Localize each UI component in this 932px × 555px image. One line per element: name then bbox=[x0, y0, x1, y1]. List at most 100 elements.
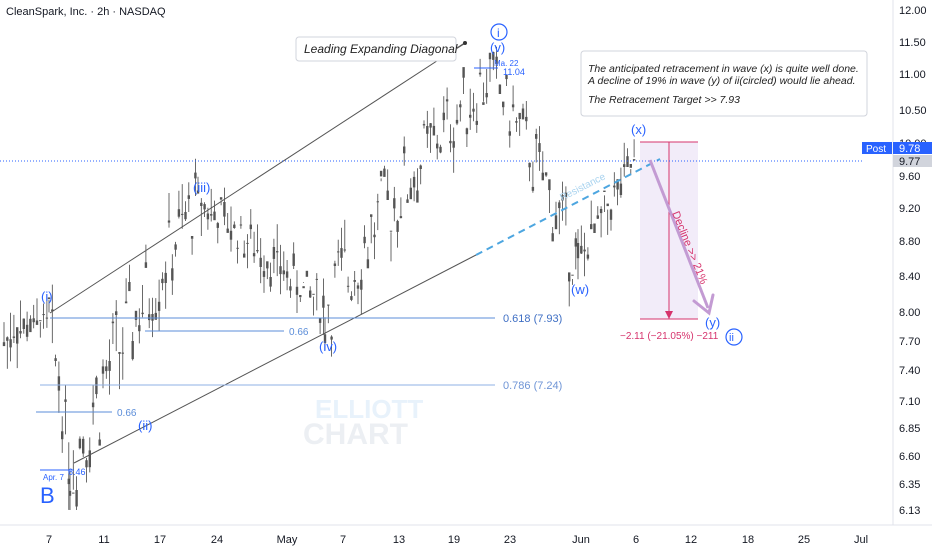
short-level-2-label: 0.66 bbox=[117, 408, 137, 419]
symbol-header[interactable]: CleanSpark, Inc. · 2h · NASDAQ bbox=[6, 6, 166, 18]
time-axis[interactable]: 7 11 17 24 May 7 13 19 23 Jun 6 12 18 25 Jul bbox=[46, 534, 868, 546]
candle-body bbox=[535, 134, 538, 139]
price-tick-label: 8.00 bbox=[899, 307, 920, 319]
candle-body bbox=[101, 366, 105, 374]
candle-body bbox=[111, 321, 115, 324]
wave-y-label: (y) bbox=[705, 315, 720, 330]
candle-body bbox=[376, 201, 379, 203]
candle-body bbox=[302, 286, 305, 289]
fib-0786-label: 0.786 (7.24) bbox=[503, 380, 562, 392]
candle-body bbox=[187, 195, 190, 199]
candle-body bbox=[249, 224, 252, 230]
candle-body bbox=[525, 116, 528, 122]
candle-body bbox=[285, 271, 289, 278]
wave-i-circled-label: i bbox=[497, 26, 500, 40]
candle-body bbox=[393, 198, 396, 209]
candle-body bbox=[32, 318, 35, 323]
note-box[interactable] bbox=[580, 50, 868, 117]
candle-body bbox=[289, 286, 292, 291]
candle-body bbox=[82, 438, 85, 454]
diagonal-upper-line bbox=[49, 41, 467, 314]
price-axis[interactable]: 12.0011.5011.0010.5010.009.609.208.808.4… bbox=[899, 5, 927, 517]
candle-body bbox=[518, 112, 521, 119]
candle-body bbox=[554, 215, 558, 230]
candle-body bbox=[445, 99, 449, 102]
low-price-label: 6.46 bbox=[68, 467, 86, 477]
price-tick-label: 6.60 bbox=[899, 451, 920, 463]
candle-body bbox=[200, 202, 203, 206]
candle-body bbox=[363, 236, 366, 244]
candle-body bbox=[229, 230, 233, 240]
candle-body bbox=[586, 254, 590, 259]
price-tick-label: 12.00 bbox=[899, 5, 927, 17]
price-tick-label: 9.20 bbox=[899, 203, 920, 215]
projection-arrow-head bbox=[692, 293, 715, 316]
fib-0618-label: 0.618 (7.93) bbox=[503, 313, 562, 325]
candle-body bbox=[61, 431, 64, 440]
time-tick-label: 18 bbox=[742, 534, 754, 546]
time-tick-label: 12 bbox=[685, 534, 697, 546]
projection-arrow-shaft bbox=[648, 159, 710, 309]
candle-body bbox=[167, 220, 171, 223]
note-line-2: A decline of 19% in wave (y) of ii(circl… bbox=[587, 75, 856, 87]
candle-body bbox=[35, 320, 39, 325]
candle-body bbox=[295, 286, 299, 295]
projection-measure-arrowhead bbox=[665, 311, 673, 319]
post-badge-label: Post bbox=[866, 144, 886, 155]
candle-body bbox=[276, 251, 279, 253]
candle-body bbox=[626, 156, 629, 167]
price-tick-label: 6.13 bbox=[899, 505, 920, 517]
candle-body bbox=[19, 331, 22, 334]
time-tick-label: 19 bbox=[448, 534, 460, 546]
candle-body bbox=[343, 249, 346, 251]
candle-body bbox=[606, 203, 609, 207]
candle-body bbox=[373, 234, 376, 238]
candle-body bbox=[174, 244, 177, 250]
candle-body bbox=[337, 251, 340, 253]
candle-body bbox=[252, 253, 256, 257]
watermark-chart: CHART bbox=[303, 418, 408, 451]
candle-body bbox=[436, 143, 439, 149]
candle-body bbox=[57, 376, 61, 391]
candle-body bbox=[262, 271, 266, 277]
candle-body bbox=[75, 490, 78, 507]
candle-body bbox=[574, 238, 577, 247]
candle-body bbox=[305, 270, 309, 277]
candle-body bbox=[279, 266, 282, 275]
candle-body bbox=[154, 312, 157, 320]
price-tick-label: 7.40 bbox=[899, 365, 920, 377]
candle-body bbox=[131, 341, 134, 360]
candle-body bbox=[561, 195, 564, 201]
candle-body bbox=[616, 179, 619, 190]
candle-body bbox=[488, 52, 492, 60]
candle-body bbox=[422, 124, 426, 126]
price-tick-label: 8.40 bbox=[899, 271, 920, 283]
candle-body bbox=[91, 402, 95, 408]
candle-body bbox=[128, 282, 131, 292]
price-tick-label: 7.70 bbox=[899, 336, 920, 348]
candle-body bbox=[485, 93, 488, 98]
candle-body bbox=[505, 74, 508, 80]
candle-body bbox=[239, 224, 243, 226]
wave-i-circle bbox=[490, 23, 508, 41]
candle-body bbox=[389, 230, 393, 232]
candle-body bbox=[2, 342, 6, 347]
candle-body bbox=[571, 274, 574, 276]
candle-body bbox=[568, 272, 571, 282]
candle-body bbox=[312, 293, 315, 295]
candle-body bbox=[12, 336, 16, 338]
candle-body bbox=[124, 301, 128, 304]
candle-body bbox=[580, 245, 583, 254]
candle-body bbox=[51, 309, 54, 312]
candle-body bbox=[350, 296, 353, 300]
candle-body bbox=[623, 164, 626, 167]
candle-body bbox=[164, 272, 167, 283]
candle-body bbox=[157, 301, 161, 311]
candle-body bbox=[409, 187, 412, 200]
candle-body bbox=[216, 223, 219, 228]
candle-body bbox=[190, 236, 194, 239]
candle-body bbox=[544, 172, 548, 176]
candle-body bbox=[330, 336, 333, 340]
